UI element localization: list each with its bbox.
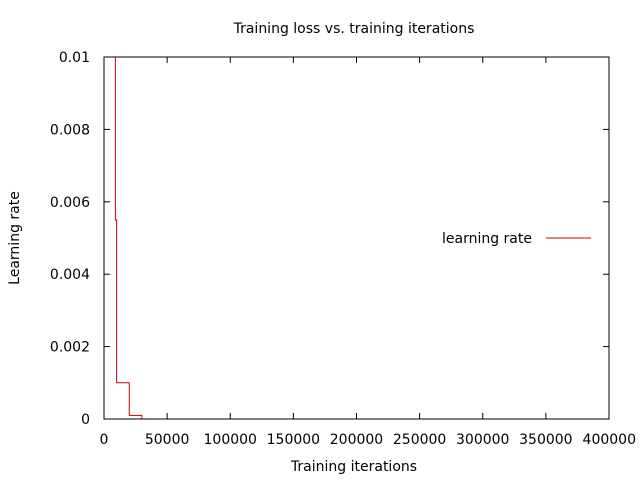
x-tick-label: 100000: [204, 432, 257, 448]
y-tick-label: 0.004: [50, 267, 90, 283]
x-tick-label: 50000: [145, 432, 190, 448]
y-tick-label: 0.01: [59, 50, 90, 66]
x-tick-label: 250000: [393, 432, 446, 448]
legend-label: learning rate: [442, 231, 532, 247]
chart-title: Training loss vs. training iterations: [233, 21, 475, 37]
y-tick-label: 0: [81, 412, 90, 428]
x-tick-label: 200000: [330, 432, 383, 448]
y-tick-label: 0.006: [50, 195, 90, 211]
x-tick-label: 150000: [267, 432, 320, 448]
y-axis-label: Learning rate: [7, 191, 23, 285]
x-tick-label: 300000: [456, 432, 509, 448]
legend: learning rate: [442, 231, 591, 247]
x-tick-label: 350000: [519, 432, 572, 448]
y-tick-label: 0.002: [50, 340, 90, 356]
y-tick-label: 0.008: [50, 122, 90, 138]
series-layer: [114, 57, 143, 419]
x-tick-label: 0: [100, 432, 109, 448]
plot-area-frame: [103, 56, 610, 420]
x-axis-label: Training iterations: [290, 459, 417, 475]
x-axis-ticks: 0 50000 100000 150000 200000 250000 300000 3500…: [100, 57, 636, 448]
y-axis-ticks: 0 0.002 0.004 0.006 0.008 0.01: [50, 50, 609, 428]
series-line-learning-rate: [114, 57, 143, 419]
x-tick-label: 400000: [583, 432, 636, 448]
